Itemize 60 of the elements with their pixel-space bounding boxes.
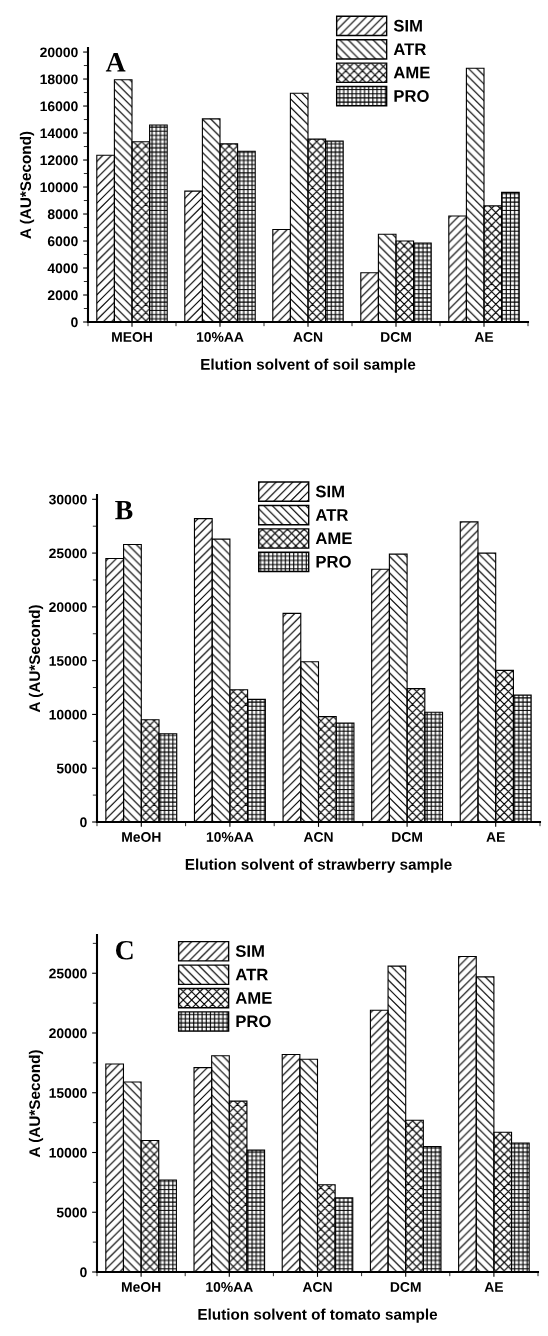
y-tick-label: 18000 [40, 74, 78, 85]
x-tick-label: ACN [303, 832, 333, 842]
y-tick-label: 10000 [40, 182, 78, 193]
y-tick-label: 12000 [40, 155, 78, 166]
y-tick-label: 25000 [49, 548, 87, 559]
x-tick-label: DCM [381, 332, 411, 342]
legend-label: SIM [393, 19, 422, 32]
legend-label: SIM [235, 945, 264, 957]
legend-label: SIM [315, 485, 344, 498]
y-tick-label: 15000 [49, 1088, 87, 1098]
legend-label: ATR [315, 509, 349, 521]
x-tick-label: 10%AA [196, 332, 244, 342]
legend-label: PRO [236, 1015, 271, 1028]
y-tick-label: 20000 [40, 47, 78, 58]
legend-label: AME [315, 532, 352, 545]
x-tick-label: 10%AA [206, 1282, 253, 1292]
x-tick-label: ACN [293, 332, 323, 342]
x-axis-title: Elution solvent of strawberry sample [185, 858, 452, 873]
x-tick-label: MeOH [121, 1282, 161, 1292]
x-tick-label: ACN [302, 1282, 332, 1292]
y-tick-label: 15000 [49, 655, 87, 666]
x-tick-label: MEOH [112, 332, 152, 342]
x-tick-label: AE [474, 332, 494, 342]
x-tick-label: AE [484, 1282, 503, 1292]
legend-label: PRO [394, 90, 429, 102]
y-tick-label: 5000 [56, 763, 87, 774]
x-axis-title: Elution solvent of soil sample [201, 358, 416, 373]
x-tick-label: MeOH [122, 832, 161, 842]
legend-label: ATR [235, 968, 268, 981]
x-tick-label: DCM [392, 832, 422, 842]
annotation: B [115, 500, 133, 520]
y-tick-label: 4000 [47, 263, 78, 274]
y-tick-label: 0 [71, 317, 78, 328]
y-tick-label: 6000 [47, 236, 78, 247]
y-tick-label: 16000 [40, 101, 78, 112]
x-tick-label: AE [486, 832, 505, 842]
annotation: A [105, 53, 126, 72]
y-tick-label: 5000 [56, 1207, 87, 1218]
legend-label: AME [235, 992, 272, 1004]
y-tick-label: 20000 [49, 1028, 87, 1039]
y-tick-label: 10000 [49, 1147, 87, 1158]
y-axis-title: A (AU*Second) [28, 605, 44, 713]
y-tick-label: 30000 [48, 494, 87, 505]
y-axis-title: A (AU*Second) [19, 131, 35, 239]
annotation: C [116, 940, 133, 960]
y-axis-title: A (AU*Second) [28, 1050, 44, 1158]
y-tick-label: 8000 [47, 209, 78, 220]
x-tick-label: 10%AA [206, 832, 254, 842]
legend-label: AME [393, 66, 430, 79]
y-tick-label: 20000 [49, 602, 87, 613]
x-tick-label: DCM [390, 1282, 421, 1292]
y-tick-label: 0 [80, 1267, 87, 1278]
x-axis-title: Elution solvent of tomato sample [198, 1308, 438, 1323]
y-tick-label: 14000 [40, 128, 78, 139]
y-tick-label: 0 [80, 817, 87, 828]
legend-label: PRO [316, 555, 351, 568]
y-tick-label: 10000 [49, 709, 87, 720]
legend-label: ATR [393, 43, 427, 55]
y-tick-label: 2000 [47, 290, 78, 301]
y-tick-label: 25000 [49, 968, 87, 979]
